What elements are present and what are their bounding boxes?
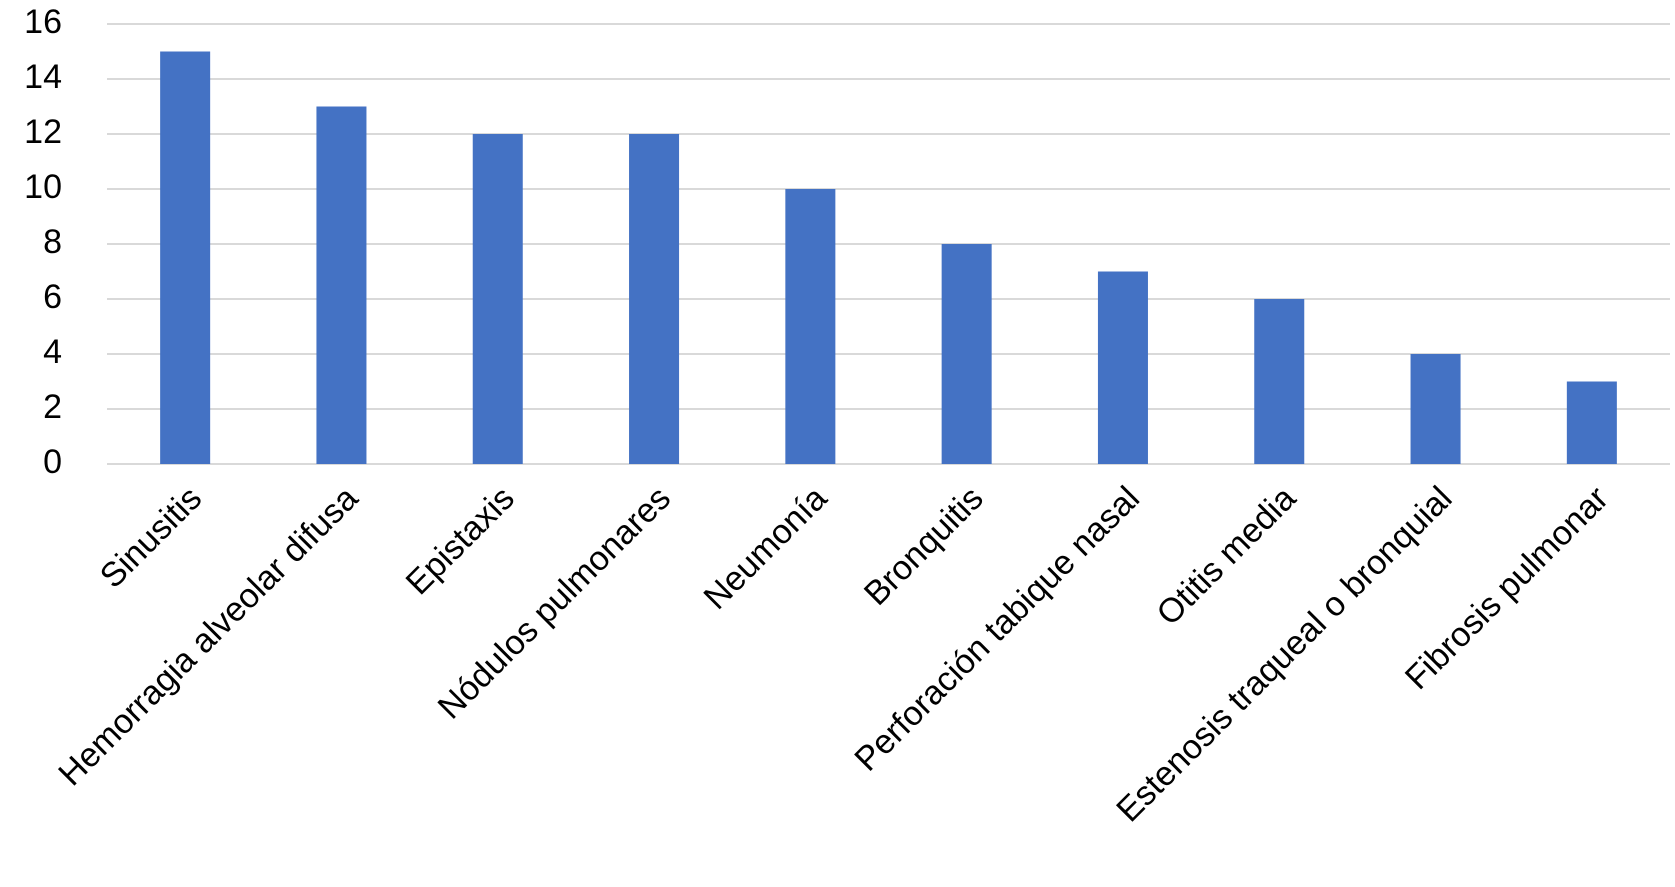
y-tick-label: 16: [24, 3, 62, 41]
bar: [1410, 354, 1461, 464]
x-tick-label: Sinusitis: [93, 479, 209, 595]
x-tick-label: Perforación tabique nasal: [847, 479, 1147, 779]
x-tick-label: Otitis media: [1149, 479, 1303, 633]
y-tick-label: 0: [43, 443, 62, 481]
bar: [1097, 271, 1148, 464]
bar: [785, 189, 836, 464]
bar: [160, 51, 211, 464]
x-tick-label: Estenosis traqueal o bronquial: [1109, 479, 1459, 829]
y-tick-label: 2: [43, 388, 62, 426]
bar: [1254, 299, 1305, 464]
bar: [629, 134, 680, 464]
x-tick-label: Epistaxis: [399, 479, 522, 602]
y-tick-label: 10: [24, 168, 62, 206]
bar: [1566, 381, 1617, 464]
y-tick-label: 12: [24, 113, 62, 151]
bar: [472, 134, 523, 464]
y-tick-label: 6: [43, 278, 62, 316]
bar: [316, 106, 367, 464]
x-tick-label: Neumonía: [697, 479, 835, 617]
y-tick-label: 4: [43, 333, 62, 371]
bar: [941, 244, 992, 464]
y-tick-label: 8: [43, 223, 62, 261]
x-tick-label: Bronquitis: [857, 479, 991, 613]
x-tick-label: Hemorragia alveolar difusa: [51, 479, 365, 793]
y-tick-label: 14: [24, 58, 62, 96]
